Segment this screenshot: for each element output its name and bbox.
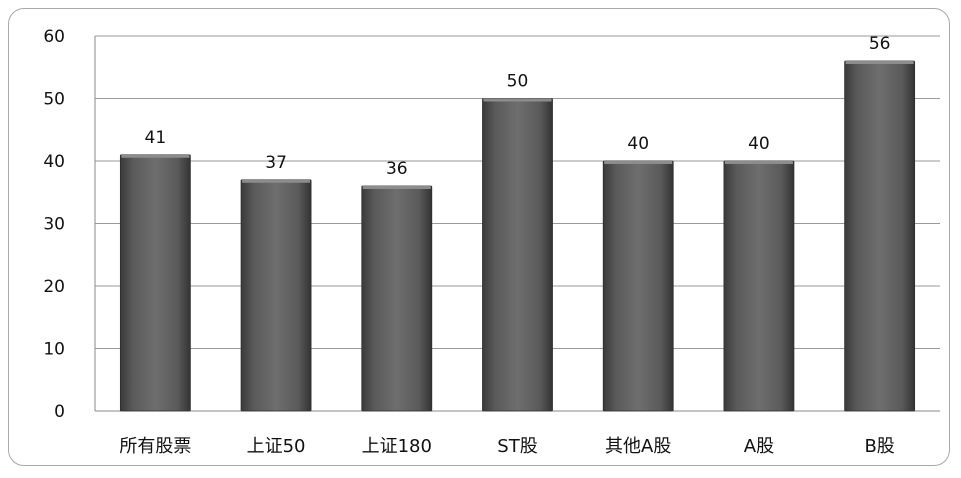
data-label: 56 bbox=[869, 34, 891, 54]
bar-highlight bbox=[362, 186, 431, 189]
data-label: 40 bbox=[748, 134, 770, 154]
category-label: 其他A股 bbox=[605, 436, 671, 457]
data-label: 36 bbox=[386, 159, 408, 179]
bar-highlight bbox=[604, 161, 673, 164]
bar bbox=[602, 160, 674, 412]
category-label: 上证180 bbox=[362, 436, 432, 457]
bar bbox=[361, 185, 433, 412]
bar bbox=[844, 60, 916, 412]
data-label: 40 bbox=[627, 134, 649, 154]
data-label: 41 bbox=[145, 128, 167, 148]
y-tick-label: 50 bbox=[43, 90, 65, 110]
data-label: 37 bbox=[265, 153, 287, 173]
category-label: ST股 bbox=[497, 436, 537, 457]
bar-highlight bbox=[483, 98, 552, 102]
category-label: 上证50 bbox=[247, 436, 306, 457]
y-tick-label: 40 bbox=[43, 152, 65, 172]
bar bbox=[723, 160, 795, 412]
y-tick-label: 10 bbox=[43, 340, 65, 360]
y-tick-label: 0 bbox=[54, 402, 65, 422]
bar-highlight bbox=[121, 154, 190, 158]
bar bbox=[240, 179, 312, 412]
y-tick-label: 20 bbox=[43, 277, 65, 297]
y-tick-label: 60 bbox=[43, 27, 65, 47]
category-label: 所有股票 bbox=[119, 436, 191, 457]
bar bbox=[482, 98, 553, 412]
bar-highlight bbox=[845, 61, 914, 64]
bar-highlight bbox=[242, 179, 311, 183]
bar bbox=[119, 154, 191, 412]
bar-highlight bbox=[724, 161, 793, 164]
data-label: 50 bbox=[507, 72, 529, 92]
category-label: A股 bbox=[744, 436, 774, 457]
category-label: B股 bbox=[864, 436, 894, 457]
y-tick-label: 30 bbox=[43, 215, 65, 235]
